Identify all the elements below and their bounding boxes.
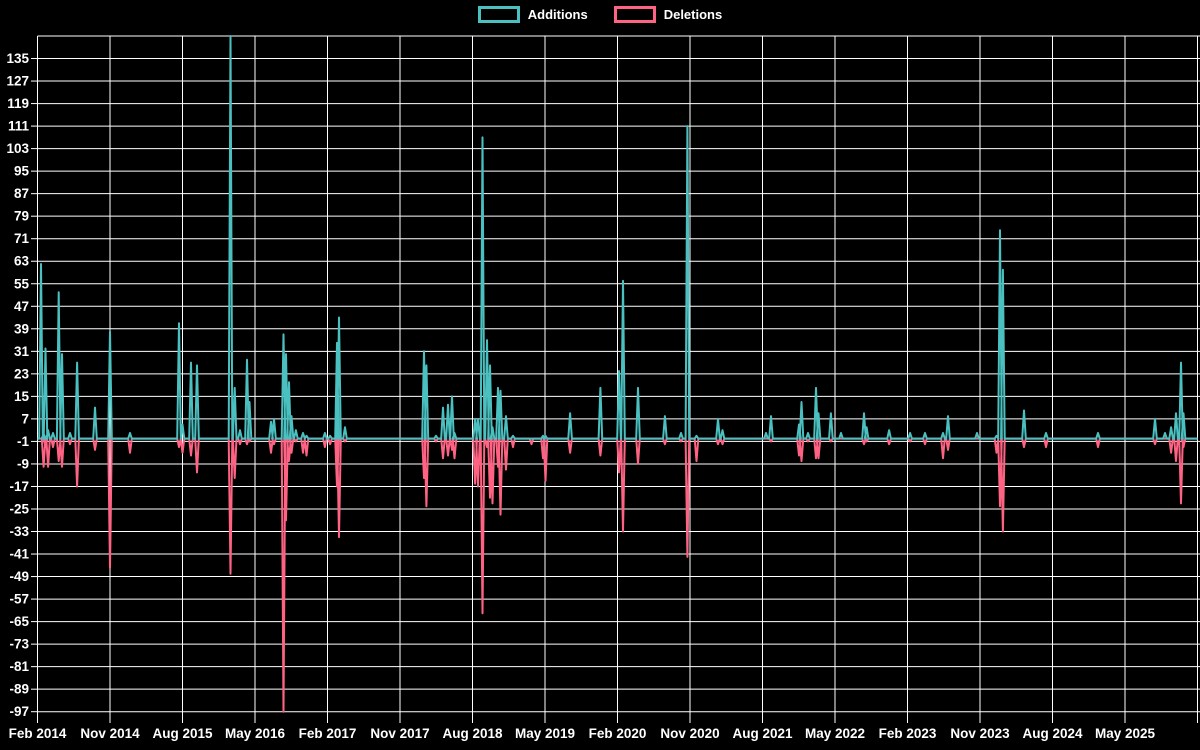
x-axis-label: Nov 2020: [660, 726, 719, 741]
x-axis-label: Nov 2014: [80, 726, 140, 741]
y-axis-label: 79: [14, 209, 29, 224]
y-axis-label: -65: [9, 614, 29, 629]
legend-item-additions[interactable]: Additions: [477, 6, 588, 23]
x-axis-label: Aug 2024: [1022, 726, 1083, 741]
additions-legend-label: Additions: [527, 7, 588, 22]
x-axis-label: May 2022: [805, 726, 865, 741]
additions-legend-swatch: [477, 6, 520, 23]
x-axis-label: Feb 2020: [589, 726, 647, 741]
y-axis-label: -57: [9, 592, 29, 607]
y-axis-label: 7: [21, 411, 29, 426]
y-axis-label: 31: [14, 344, 30, 359]
y-axis-label: -89: [9, 682, 29, 697]
y-axis-label: 15: [14, 389, 30, 404]
x-axis-label: Aug 2018: [442, 726, 503, 741]
y-axis-label: -49: [9, 569, 29, 584]
chart-legend: Additions Deletions: [0, 6, 1200, 23]
y-axis-label: 55: [14, 276, 30, 291]
y-axis-label: -81: [9, 659, 29, 674]
y-axis-label: 119: [7, 96, 29, 111]
x-axis-label: Aug 2015: [152, 726, 213, 741]
y-axis-label: -97: [9, 704, 29, 719]
additions-line: [37, 35, 1198, 440]
y-axis-label: -9: [17, 456, 29, 471]
y-axis-label: 63: [14, 254, 30, 269]
deletions-legend-label: Deletions: [663, 7, 723, 22]
x-axis-label: May 2019: [515, 726, 575, 741]
x-axis-label: Feb 2014: [9, 726, 67, 741]
y-axis-label: -25: [9, 501, 29, 516]
y-axis-label: 127: [6, 74, 29, 89]
x-axis-label: May 2016: [225, 726, 286, 741]
y-axis-label: 39: [14, 321, 29, 336]
y-axis-label: 95: [14, 164, 30, 179]
y-axis-label: 23: [14, 366, 30, 381]
y-axis-label: 71: [14, 231, 30, 246]
y-axis-label: 87: [14, 186, 29, 201]
y-axis-label: -17: [9, 479, 29, 494]
x-axis-label: Nov 2017: [370, 726, 429, 741]
deletions-line: [37, 437, 1198, 713]
x-axis-label: Aug 2021: [732, 726, 793, 741]
x-axis-label: Feb 2023: [879, 726, 937, 741]
y-axis-label: -1: [17, 434, 29, 449]
x-axis-label: Nov 2023: [950, 726, 1010, 741]
y-axis-label: 47: [14, 299, 29, 314]
y-axis-label: -73: [9, 637, 29, 652]
y-axis-label: 111: [8, 119, 30, 134]
y-axis-label: -41: [9, 547, 29, 562]
legend-item-deletions[interactable]: Deletions: [613, 6, 723, 23]
deletions-legend-swatch: [613, 6, 656, 23]
y-axis-label: -33: [9, 524, 29, 539]
x-axis-label: Feb 2017: [299, 726, 357, 741]
x-axis-label: May 2025: [1095, 726, 1156, 741]
y-axis-label: 103: [6, 141, 29, 156]
y-axis-label: 135: [6, 51, 29, 66]
